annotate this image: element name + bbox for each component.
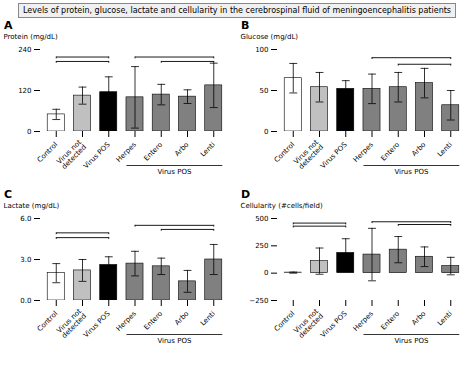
html-text:C: C (4, 188, 13, 201)
svg-text:Herpes: Herpes (115, 309, 138, 332)
svg-text:Lenti: Lenti (199, 310, 217, 328)
svg-text:Lenti: Lenti (436, 310, 454, 328)
html-text:detected: detected (60, 312, 88, 340)
svg-text:240: 240 (18, 46, 31, 54)
html-text:detected: detected (297, 143, 325, 171)
html-text:Virus not: Virus not (292, 307, 320, 335)
svg-text:Virus POS: Virus POS (319, 309, 349, 339)
svg-text:Control: Control (35, 309, 60, 334)
svg-text:Entero: Entero (379, 141, 401, 163)
svg-text:Cellularity (#cells/field): Cellularity (#cells/field) (241, 202, 323, 210)
svg-text:−250: −250 (249, 297, 268, 305)
html-text:D: D (241, 188, 251, 201)
svg-text:Entero: Entero (142, 310, 164, 332)
svg-text:3.0: 3.0 (20, 256, 31, 264)
svg-text:Glucose (mg/dL): Glucose (mg/dL) (241, 33, 299, 41)
svg-text:120: 120 (18, 87, 31, 95)
svg-text:Entero: Entero (142, 141, 164, 163)
svg-text:Protein (mg/dL): Protein (mg/dL) (4, 33, 58, 41)
html-text:detected: detected (60, 143, 88, 171)
svg-text:Arbo: Arbo (173, 141, 190, 158)
svg-text:Arbo: Arbo (410, 310, 427, 327)
html-text:Virus not: Virus not (55, 138, 83, 166)
html-text:A: A (4, 19, 13, 32)
svg-text:500: 500 (255, 215, 268, 223)
svg-text:Lactate (mg/dL): Lactate (mg/dL) (4, 202, 60, 210)
svg-text:0: 0 (264, 269, 268, 277)
svg-text:Herpes: Herpes (352, 309, 375, 332)
svg-text:Herpes: Herpes (352, 140, 375, 163)
svg-text:Control: Control (272, 140, 297, 165)
svg-text:100: 100 (255, 46, 268, 54)
svg-text:0: 0 (27, 128, 31, 136)
svg-text:Virus POS: Virus POS (157, 168, 191, 176)
html-text:detected: detected (297, 312, 325, 340)
svg-text:Virus POS: Virus POS (319, 140, 349, 170)
svg-text:0: 0 (264, 128, 268, 136)
svg-text:Arbo: Arbo (173, 310, 190, 327)
svg-text:Lenti: Lenti (199, 141, 217, 159)
html-text:B: B (241, 19, 250, 32)
svg-text:Virus POS: Virus POS (82, 140, 112, 170)
html-text:Virus not: Virus not (55, 307, 83, 335)
svg-text:Virus POS: Virus POS (394, 337, 428, 345)
svg-text:50: 50 (260, 87, 269, 95)
svg-text:Virus POS: Virus POS (157, 337, 191, 345)
svg-text:Control: Control (272, 309, 297, 334)
svg-text:Lenti: Lenti (436, 141, 454, 159)
svg-text:Control: Control (35, 140, 60, 165)
html-text:Levels of protein, glucose, la: Levels of protein, glucose, lactate and … (23, 6, 451, 15)
svg-text:Arbo: Arbo (410, 141, 427, 158)
svg-text:6.0: 6.0 (20, 215, 31, 223)
svg-text:250: 250 (255, 242, 268, 250)
html-text:Virus not: Virus not (292, 138, 320, 166)
svg-text:Herpes: Herpes (115, 140, 138, 163)
svg-text:Virus POS: Virus POS (394, 168, 428, 176)
svg-text:Virus POS: Virus POS (82, 309, 112, 339)
svg-text:Entero: Entero (379, 310, 401, 332)
svg-text:0.0: 0.0 (20, 297, 31, 305)
